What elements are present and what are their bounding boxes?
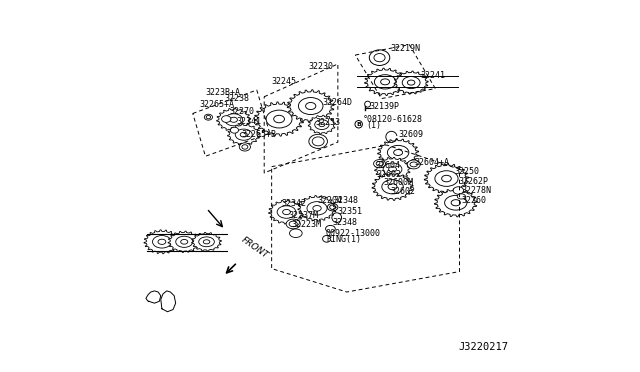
Text: 32237M: 32237M (289, 211, 319, 219)
Polygon shape (424, 164, 468, 193)
Ellipse shape (204, 240, 210, 244)
Ellipse shape (388, 167, 396, 172)
Ellipse shape (239, 143, 250, 151)
Ellipse shape (180, 240, 188, 244)
Text: 32219N: 32219N (390, 44, 420, 53)
Polygon shape (374, 157, 410, 181)
Text: 32341: 32341 (236, 117, 261, 126)
Text: 32604+A: 32604+A (415, 158, 450, 167)
Text: 32348: 32348 (333, 196, 358, 205)
Ellipse shape (309, 134, 328, 148)
Polygon shape (254, 102, 304, 136)
Text: 32265+A: 32265+A (199, 100, 234, 109)
Text: 32253: 32253 (316, 118, 340, 127)
Ellipse shape (286, 219, 300, 229)
Ellipse shape (369, 50, 390, 65)
Ellipse shape (451, 200, 460, 206)
Text: 32260: 32260 (461, 196, 486, 205)
Ellipse shape (388, 184, 397, 190)
Ellipse shape (230, 127, 239, 133)
Ellipse shape (394, 150, 403, 155)
Ellipse shape (158, 239, 166, 244)
Text: 3223B+A: 3223B+A (205, 88, 241, 97)
Polygon shape (378, 139, 419, 166)
Text: 32600M: 32600M (383, 178, 413, 187)
Text: FRONT: FRONT (240, 235, 270, 260)
Text: 32264D: 32264D (322, 98, 352, 107)
Text: 32351: 32351 (338, 207, 363, 216)
Ellipse shape (381, 79, 390, 85)
Text: 32230: 32230 (308, 62, 333, 71)
Text: 32265+B: 32265+B (241, 130, 276, 139)
Ellipse shape (313, 205, 321, 211)
Polygon shape (216, 108, 251, 131)
Ellipse shape (274, 115, 284, 123)
Ellipse shape (408, 80, 415, 85)
Ellipse shape (204, 114, 212, 120)
Polygon shape (308, 115, 335, 134)
Text: J3220217: J3220217 (458, 342, 508, 352)
Text: 32238: 32238 (225, 94, 250, 103)
Text: 32250: 32250 (454, 167, 479, 176)
Text: °08120-61628: °08120-61628 (363, 115, 423, 124)
Ellipse shape (221, 116, 231, 122)
Text: B: B (356, 122, 361, 127)
Ellipse shape (319, 123, 325, 126)
Text: 32604: 32604 (375, 161, 400, 170)
Polygon shape (144, 230, 180, 254)
Text: 00922-13000: 00922-13000 (326, 229, 381, 238)
Ellipse shape (230, 117, 237, 122)
Text: 32348: 32348 (332, 218, 357, 227)
Text: 32609: 32609 (398, 130, 423, 139)
Text: 32262P: 32262P (458, 177, 488, 186)
Text: 32342: 32342 (281, 199, 306, 208)
Text: 32139P: 32139P (369, 102, 399, 111)
Ellipse shape (305, 103, 316, 109)
Ellipse shape (240, 132, 247, 137)
Polygon shape (298, 196, 336, 221)
Text: 32602: 32602 (376, 170, 401, 179)
Text: 32602: 32602 (390, 187, 416, 196)
Polygon shape (228, 124, 260, 145)
Ellipse shape (442, 175, 451, 182)
Text: 32204: 32204 (317, 196, 342, 205)
Text: RING(1): RING(1) (326, 235, 362, 244)
Polygon shape (394, 71, 428, 94)
Polygon shape (435, 189, 477, 217)
Text: 32245: 32245 (271, 77, 297, 86)
Ellipse shape (289, 229, 302, 238)
Polygon shape (191, 232, 221, 251)
Text: 32223M: 32223M (292, 220, 322, 229)
Polygon shape (168, 231, 200, 253)
Text: 32270: 32270 (229, 107, 254, 116)
Text: (1): (1) (366, 121, 381, 130)
Ellipse shape (407, 160, 420, 169)
Ellipse shape (374, 160, 385, 168)
Ellipse shape (453, 187, 463, 194)
Ellipse shape (283, 209, 291, 215)
Ellipse shape (457, 194, 465, 199)
Text: 32278N: 32278N (461, 186, 492, 195)
Polygon shape (365, 68, 406, 96)
Text: 32241: 32241 (420, 71, 445, 80)
Polygon shape (287, 90, 334, 122)
Polygon shape (372, 173, 413, 201)
Polygon shape (269, 200, 305, 224)
